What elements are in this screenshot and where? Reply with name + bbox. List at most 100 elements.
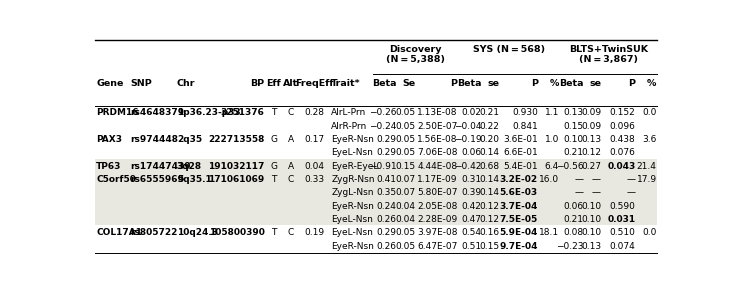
- Text: G: G: [270, 135, 277, 144]
- Text: 0.930: 0.930: [512, 109, 538, 118]
- Text: −0.23: −0.23: [556, 242, 584, 251]
- Text: A: A: [288, 162, 294, 171]
- Text: FreqEff: FreqEff: [296, 79, 334, 88]
- Text: 6.47E-07: 6.47E-07: [417, 242, 457, 251]
- Text: 0.05: 0.05: [396, 109, 416, 118]
- Text: 0.05: 0.05: [396, 122, 416, 131]
- Text: 0.15: 0.15: [396, 162, 416, 171]
- Text: −0.24: −0.24: [369, 122, 396, 131]
- Text: 3.6: 3.6: [642, 135, 657, 144]
- Bar: [95, 212, 657, 225]
- Text: Discovery
(N = 5,388): Discovery (N = 5,388): [386, 45, 445, 64]
- Text: 0.12: 0.12: [479, 215, 500, 224]
- Text: Chr: Chr: [177, 79, 195, 88]
- Text: 0.12: 0.12: [479, 202, 500, 211]
- Text: 0.19: 0.19: [305, 228, 325, 237]
- Text: 0.07: 0.07: [396, 188, 416, 197]
- Text: 0.07: 0.07: [396, 175, 416, 184]
- Text: rs6555969: rs6555969: [130, 175, 184, 184]
- Text: Se: Se: [403, 79, 416, 88]
- Text: ZygL-Nsn: ZygL-Nsn: [331, 188, 374, 197]
- Text: 0.47: 0.47: [462, 215, 482, 224]
- Text: Eff: Eff: [266, 79, 281, 88]
- Text: C: C: [288, 109, 294, 118]
- Text: Beta: Beta: [559, 79, 584, 88]
- Text: 0.21: 0.21: [563, 148, 584, 157]
- Text: 5q35.1: 5q35.1: [177, 175, 211, 184]
- Text: 0.54: 0.54: [462, 228, 482, 237]
- Text: 0.15: 0.15: [479, 242, 500, 251]
- Text: 0.28: 0.28: [305, 109, 325, 118]
- Text: %: %: [550, 79, 559, 88]
- Text: 0.04: 0.04: [396, 215, 416, 224]
- Text: G: G: [270, 162, 277, 171]
- Text: 0.05: 0.05: [396, 242, 416, 251]
- Text: 1.13E-08: 1.13E-08: [417, 109, 457, 118]
- Text: 0.24: 0.24: [377, 202, 396, 211]
- Text: 0.10: 0.10: [581, 228, 601, 237]
- Text: 3.97E-08: 3.97E-08: [417, 228, 457, 237]
- Text: BLTS+TwinSUK
(N = 3,867): BLTS+TwinSUK (N = 3,867): [569, 45, 648, 64]
- Text: 0.13: 0.13: [563, 109, 584, 118]
- Text: 3.6E-01: 3.6E-01: [503, 135, 538, 144]
- Text: 0.14: 0.14: [479, 175, 500, 184]
- Text: BP: BP: [250, 79, 264, 88]
- Text: 0.21: 0.21: [479, 109, 500, 118]
- Text: 6.6E-01: 6.6E-01: [503, 148, 538, 157]
- Text: 0.02: 0.02: [462, 109, 482, 118]
- Text: 0.09: 0.09: [581, 109, 601, 118]
- Text: 7.06E-08: 7.06E-08: [417, 148, 457, 157]
- Text: 2.28E-09: 2.28E-09: [417, 215, 457, 224]
- Text: 0.04: 0.04: [305, 162, 325, 171]
- Text: 7.5E-05: 7.5E-05: [500, 215, 538, 224]
- Text: PAX3: PAX3: [96, 135, 123, 144]
- Text: 4.44E-08: 4.44E-08: [417, 162, 457, 171]
- Text: 0.14: 0.14: [479, 148, 500, 157]
- Text: 2.50E-07: 2.50E-07: [417, 122, 457, 131]
- Text: 0.10: 0.10: [581, 202, 601, 211]
- Text: 0.05: 0.05: [396, 148, 416, 157]
- Text: —: —: [574, 175, 584, 184]
- Text: −0.42: −0.42: [454, 162, 482, 171]
- Text: 0.043: 0.043: [607, 162, 636, 171]
- Text: 0.29: 0.29: [377, 228, 396, 237]
- Text: 0.074: 0.074: [610, 242, 636, 251]
- Text: 6.4: 6.4: [545, 162, 559, 171]
- Text: 0.510: 0.510: [610, 228, 636, 237]
- Text: Gene: Gene: [96, 79, 123, 88]
- Text: AlrR-Prn: AlrR-Prn: [331, 122, 368, 131]
- Text: 0.26: 0.26: [377, 242, 396, 251]
- Text: 2q35: 2q35: [177, 135, 202, 144]
- Text: EyeL-Nsn: EyeL-Nsn: [331, 228, 373, 237]
- Text: 0.06: 0.06: [563, 202, 584, 211]
- Text: SYS (N = 568): SYS (N = 568): [473, 45, 545, 54]
- Text: 16.0: 16.0: [539, 175, 559, 184]
- Text: C: C: [288, 228, 294, 237]
- Text: 0.16: 0.16: [479, 228, 500, 237]
- Text: ZygR-Nsn: ZygR-Nsn: [331, 175, 375, 184]
- Text: Beta: Beta: [457, 79, 482, 88]
- Text: 5.4E-01: 5.4E-01: [504, 162, 538, 171]
- Text: EyeL-Nsn: EyeL-Nsn: [331, 148, 373, 157]
- Text: 21.4: 21.4: [636, 162, 657, 171]
- Text: 1.56E-08: 1.56E-08: [417, 135, 457, 144]
- Text: SNP: SNP: [130, 79, 152, 88]
- Text: Alt: Alt: [283, 79, 299, 88]
- Text: 0.15: 0.15: [563, 122, 584, 131]
- Bar: [95, 185, 657, 199]
- Text: —: —: [627, 188, 636, 197]
- Text: 0.35: 0.35: [377, 188, 396, 197]
- Text: —: —: [592, 188, 601, 197]
- Text: se: se: [589, 79, 601, 88]
- Text: T: T: [271, 109, 277, 118]
- Text: —: —: [627, 175, 636, 184]
- Text: 0.39: 0.39: [462, 188, 482, 197]
- Text: 0.21: 0.21: [563, 215, 584, 224]
- Text: 2.05E-08: 2.05E-08: [417, 202, 457, 211]
- Text: 0.12: 0.12: [581, 148, 601, 157]
- Text: Trait*: Trait*: [331, 79, 361, 88]
- Text: 3251376: 3251376: [221, 109, 264, 118]
- Text: 0.20: 0.20: [479, 135, 500, 144]
- Text: 191032117: 191032117: [208, 162, 264, 171]
- Text: −0.56: −0.56: [556, 162, 584, 171]
